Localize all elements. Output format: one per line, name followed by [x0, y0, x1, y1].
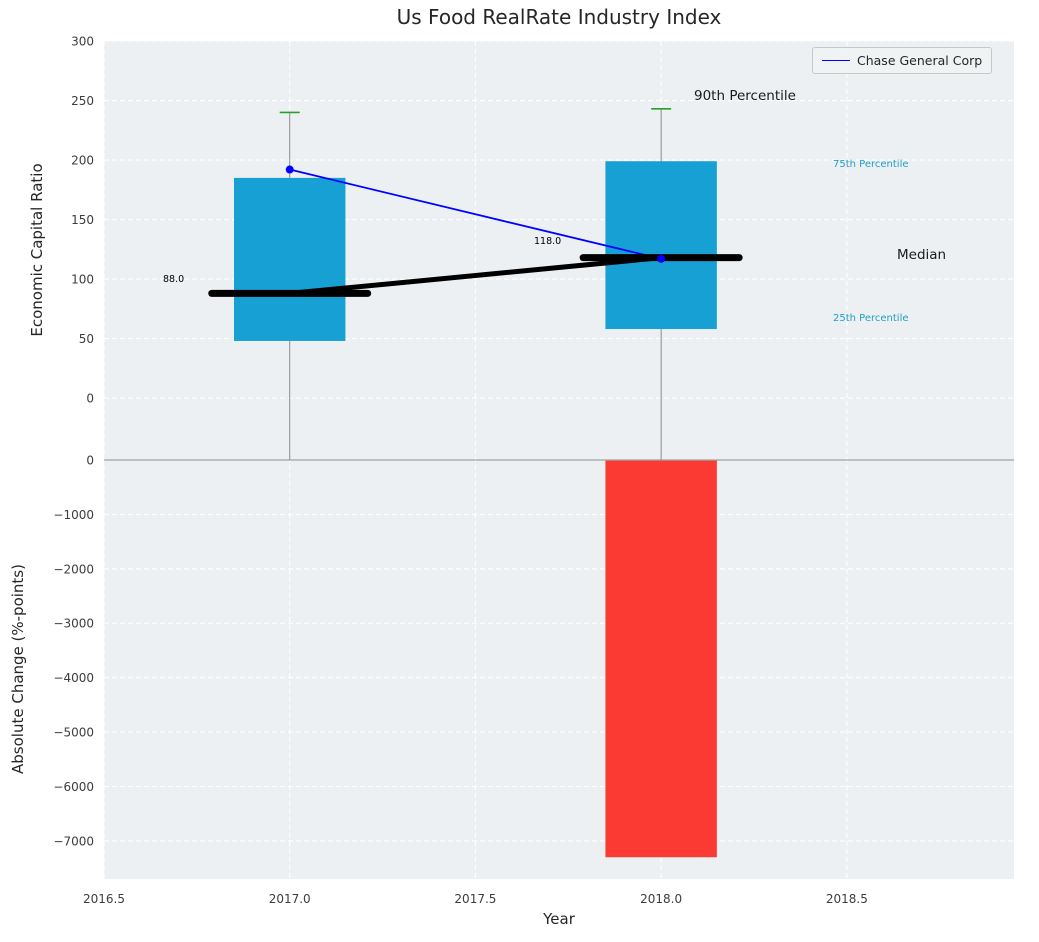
annotation-90th-percentile: 90th Percentile: [694, 88, 796, 104]
annotation-75th-percentile: 75th Percentile: [833, 159, 909, 170]
median-value-label-2018: 118.0: [534, 236, 562, 247]
x-tick-label: 2018.5: [826, 892, 868, 906]
y-tick-label: 200: [71, 154, 94, 168]
y-tick-label: 250: [71, 94, 94, 108]
legend-item-label: Chase General Corp: [857, 53, 983, 68]
annotation-median: Median: [897, 247, 947, 263]
median-trend-line: [289, 255, 662, 296]
x-tick-label: 2017.5: [454, 892, 496, 906]
x-tick-label: 2017.0: [269, 892, 311, 906]
x-tick-label: 2018.0: [640, 892, 682, 906]
median-value-label-2017: 88.0: [163, 274, 185, 285]
company-line: [289, 168, 662, 260]
iqr-box: [605, 161, 717, 330]
company-marker: [657, 254, 666, 263]
legend-line-sample: [822, 60, 850, 61]
y-tick-label: −4000: [53, 671, 94, 685]
y-tick-label: −1000: [53, 508, 94, 522]
y-tick-label: −6000: [53, 780, 94, 794]
y-tick-label: 0: [86, 454, 94, 468]
y-tick-label: −7000: [53, 834, 94, 848]
bottom-y-axis-label: Absolute Change (%-points): [9, 564, 27, 774]
y-tick-label: −2000: [53, 562, 94, 576]
top-y-axis-label: Economic Capital Ratio: [28, 163, 46, 337]
y-tick-label: 0: [86, 392, 94, 406]
y-tick-label: 150: [71, 213, 94, 227]
y-tick-label: 50: [79, 332, 94, 346]
y-tick-label: −3000: [53, 617, 94, 631]
x-tick-label: 2016.5: [83, 892, 125, 906]
iqr-box: [234, 177, 346, 341]
annotation-25th-percentile: 25th Percentile: [833, 313, 909, 324]
x-axis-label: Year: [543, 910, 575, 928]
company-marker: [285, 165, 294, 174]
legend: Chase General Corp: [812, 47, 993, 74]
y-tick-label: −5000: [53, 726, 94, 740]
y-tick-label: 100: [71, 273, 94, 287]
y-tick-label: 300: [71, 35, 94, 49]
change-bar: [605, 460, 717, 858]
chart-title: Us Food RealRate Industry Index: [396, 5, 722, 29]
